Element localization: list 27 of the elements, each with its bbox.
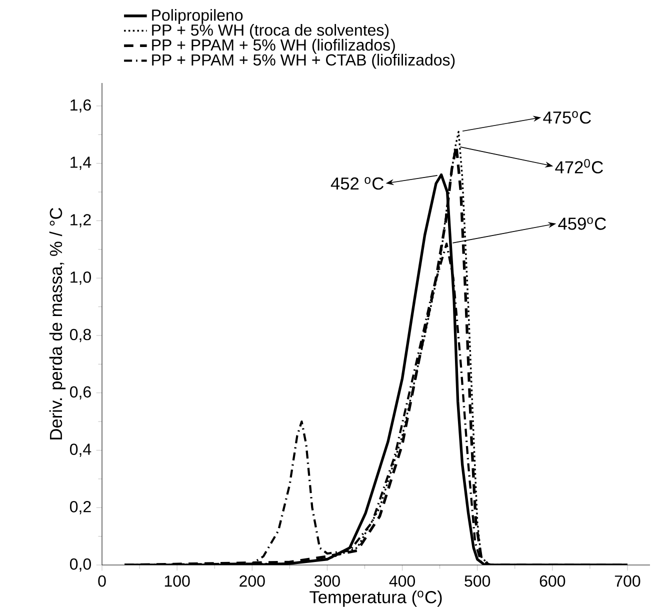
x-tick-label: 200	[240, 575, 265, 587]
annotation: 452 $^{o}$C	[330, 177, 384, 190]
x-tick-label: 700	[614, 575, 640, 587]
annotation: 475$^{o}$C	[543, 111, 591, 124]
x-tick-label: 300	[314, 575, 340, 587]
y-tick-label: 1,4	[70, 156, 92, 170]
y-tick-label: 1,6	[70, 99, 91, 113]
x-tick-label: 100	[164, 575, 190, 587]
legend-label: PP + PPAM + 5% WH + CTAB (liofilizados)	[152, 54, 455, 69]
legend-label: PP + 5% WH (troca de solventes)	[152, 24, 389, 39]
x-tick-label: 0	[98, 575, 106, 587]
y-tick-label: 1,2	[70, 214, 91, 228]
y-tick-label: 0,6	[70, 386, 91, 400]
annotation: 472$^{0}$C	[555, 158, 603, 174]
x-tick-label: 400	[389, 575, 415, 587]
legend-label: Polipropileno	[152, 9, 243, 24]
y-axis-title: Deriv. perda de massa, % / °C	[49, 208, 66, 440]
x-tick-label: 600	[540, 575, 566, 587]
legend-label: PP + PPAM + 5% WH (liofilizados)	[152, 38, 395, 54]
y-tick-label: 0,2	[70, 501, 91, 514]
y-tick-label: 0,4	[70, 444, 92, 457]
x-axis-title: Temperatura ($^{o}$C)	[310, 590, 442, 607]
annotation: 459$^{o}$C	[558, 217, 606, 230]
y-tick-label: 0,0	[70, 558, 91, 572]
y-tick-label: 1,0	[70, 271, 91, 285]
y-tick-label: 0,8	[70, 328, 91, 342]
x-tick-label: 500	[464, 575, 490, 587]
